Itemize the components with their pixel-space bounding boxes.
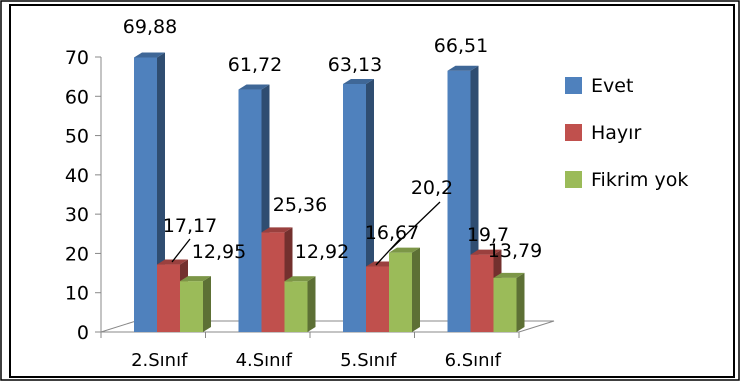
data-label: 19,7	[467, 224, 509, 246]
bar-side	[307, 276, 316, 332]
axes: 0 10 20 30 40 50 60 70 2.Sınıf 4.Sınıf 5.Sınıf 6.Sı…	[65, 47, 555, 371]
x-tick-label: 2.Sınıf	[131, 350, 188, 371]
legend: Evet Hayır Fikrim yok	[565, 75, 688, 191]
y-tick-label: 40	[65, 165, 89, 187]
legend-swatch	[565, 171, 582, 188]
y-tick-label: 30	[65, 204, 89, 226]
legend-swatch	[565, 124, 582, 141]
y-tick-label: 60	[65, 86, 89, 108]
legend-label: Fikrim yok	[591, 169, 688, 191]
bar-top	[180, 276, 211, 282]
data-label: 13,79	[488, 240, 542, 262]
data-label: 69,88	[123, 16, 177, 38]
x-tick-label: 6.Sınıf	[445, 350, 502, 371]
data-label: 20,2	[411, 177, 453, 199]
data-label: 12,92	[295, 241, 349, 263]
data-label: 61,72	[228, 54, 282, 76]
bar-top	[493, 272, 525, 278]
bar-evet	[238, 89, 262, 333]
legend-label: Evet	[591, 75, 633, 97]
data-label: 66,51	[434, 35, 488, 57]
data-label: 12,95	[192, 241, 246, 263]
bar-fikrim-yok	[284, 281, 308, 332]
bar-top	[261, 227, 293, 233]
bar-hayır	[366, 266, 389, 332]
bar-evet	[343, 83, 366, 332]
leader-line	[171, 238, 191, 263]
bar-top	[134, 52, 165, 58]
x-tick-label: 5.Sınıf	[340, 350, 397, 371]
bar-top	[447, 65, 479, 71]
bar-side	[412, 247, 420, 332]
leader-line	[389, 201, 441, 251]
inner-border	[9, 4, 735, 378]
bar-top	[238, 84, 270, 90]
bar-hayır	[261, 232, 285, 332]
bar-fikrim-yok	[493, 277, 517, 332]
bar-hayır	[470, 254, 494, 332]
bar-fikrim-yok	[180, 281, 203, 332]
bar-side	[516, 272, 525, 332]
y-tick-label: 20	[65, 243, 89, 265]
bar-side	[203, 276, 211, 332]
bar-hayır	[157, 264, 180, 332]
bar-fikrim-yok	[389, 252, 412, 332]
data-label: 17,17	[163, 215, 217, 237]
bar-top	[343, 78, 374, 84]
x-tick-label: 4.Sınıf	[236, 350, 293, 371]
bar-top	[470, 249, 502, 255]
legend-label: Hayır	[591, 122, 641, 144]
y-tick-label: 70	[65, 47, 89, 69]
data-label: 25,36	[273, 194, 327, 216]
data-label: 16,67	[365, 222, 419, 244]
legend-swatch	[565, 77, 582, 94]
bars	[134, 52, 525, 333]
y-tick-label: 50	[65, 126, 89, 148]
bar-top	[389, 247, 420, 253]
bar-evet	[447, 70, 471, 332]
bar-evet	[134, 57, 157, 332]
y-tick-label: 10	[65, 283, 89, 305]
y-tick-label: 0	[77, 322, 89, 344]
leader-line	[375, 238, 401, 266]
bar-top	[284, 276, 316, 282]
data-label: 63,13	[328, 54, 382, 76]
